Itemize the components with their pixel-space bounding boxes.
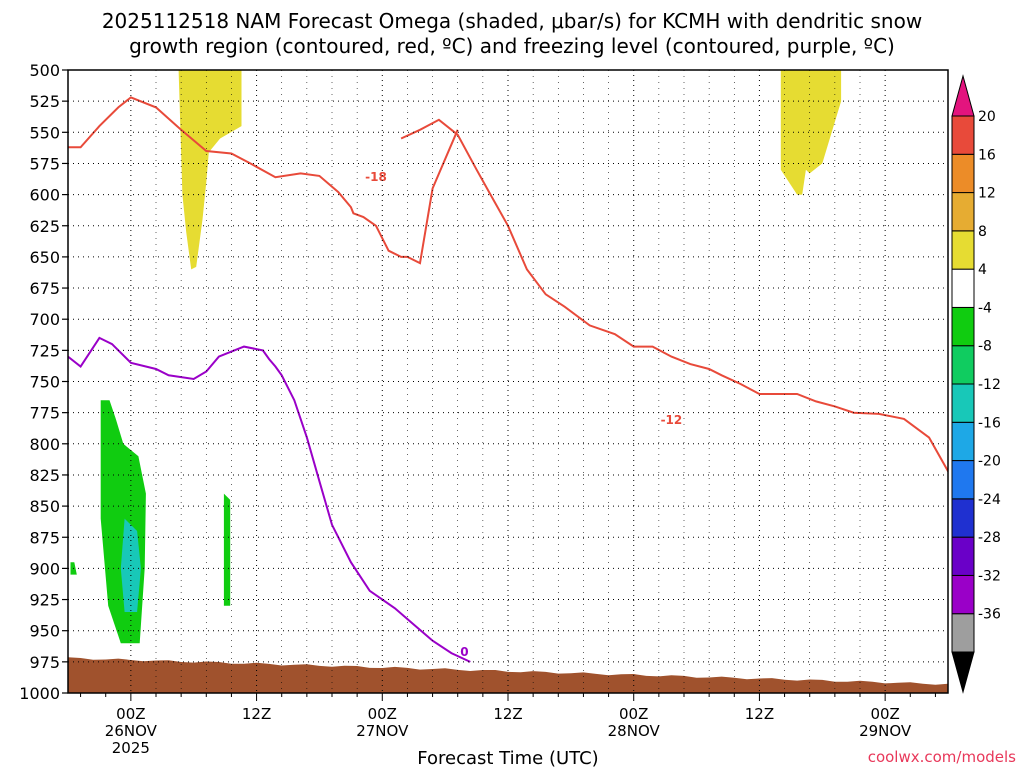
y-tick-label: 575 <box>29 154 60 173</box>
colorbar-label: -24 <box>978 492 1001 508</box>
y-tick-label: 500 <box>29 61 60 80</box>
colorbar-label: -8 <box>978 339 992 355</box>
colorbar-over-arrow <box>951 74 975 117</box>
y-tick-label: 750 <box>29 373 60 392</box>
colorbar-segment-6 <box>951 383 975 423</box>
colorbar-segment-1 <box>951 574 975 615</box>
colorbar-segment-0 <box>951 613 975 653</box>
y-tick-label: 1000 <box>19 684 60 703</box>
x-tick-date: 29NOV <box>859 722 912 740</box>
colorbar-segment-10 <box>951 230 975 270</box>
colorbar-label: -4 <box>978 300 992 316</box>
y-tick-label: 675 <box>29 279 60 298</box>
y-tick-label: 950 <box>29 622 60 641</box>
watermark: coolwx.com/models <box>868 748 1016 766</box>
colorbar-segment-11 <box>951 192 975 232</box>
colorbar-label: -32 <box>978 568 1001 584</box>
dgz-contour-label-bg-1 <box>655 410 688 427</box>
colorbar-segment-5 <box>951 421 975 462</box>
x-tick-label: 12Z <box>745 705 774 723</box>
plot-content: -18 -12 0 <box>68 70 948 693</box>
y-tick-label: 550 <box>29 123 60 142</box>
omega-region-0 <box>178 70 242 270</box>
y-tick-label: 700 <box>29 310 60 329</box>
freezing-level-line <box>68 336 471 663</box>
x-tick-date: 27NOV <box>356 722 409 740</box>
y-tick-label: 875 <box>29 528 60 547</box>
chart-title-line2: growth region (contoured, red, ºC) and f… <box>129 34 895 58</box>
x-tick-label: 00Z <box>870 705 899 723</box>
x-tick-year: 2025 <box>112 739 150 757</box>
chart-title-line1: 2025112518 NAM Forecast Omega (shaded, μ… <box>102 9 922 33</box>
x-tick-label: 12Z <box>242 705 271 723</box>
dgz-contour-1 <box>400 118 948 473</box>
x-tick-label: 00Z <box>619 705 648 723</box>
colorbar-label: -36 <box>978 607 1001 623</box>
colorbar-label: 8 <box>978 224 987 240</box>
colorbar-label: 12 <box>978 186 996 202</box>
colorbar-label: -12 <box>978 377 1001 393</box>
colorbar-segment-4 <box>951 460 975 500</box>
colorbar-segment-13 <box>951 115 975 155</box>
colorbar-label: 20 <box>978 109 996 125</box>
y-tick-label: 725 <box>29 341 60 360</box>
colorbar-segment-3 <box>951 498 975 538</box>
dgz-contour-label-1: -12 <box>661 413 683 427</box>
x-tick-date: 26NOV <box>105 722 158 740</box>
x-tick-label: 12Z <box>493 705 522 723</box>
colorbar-under-arrow <box>951 651 975 694</box>
y-tick-label: 975 <box>29 653 60 672</box>
y-tick-label: 850 <box>29 497 60 516</box>
colorbar-label: -16 <box>978 415 1001 431</box>
dgz-contour-label-0: -18 <box>365 170 387 184</box>
y-tick-label: 925 <box>29 591 60 610</box>
colorbar-segment-9 <box>951 268 975 308</box>
colorbar-label: -20 <box>978 454 1001 470</box>
y-tick-label: 800 <box>29 435 60 454</box>
omega-region-1 <box>780 70 842 195</box>
colorbar-label: -28 <box>978 530 1001 546</box>
y-tick-label: 600 <box>29 186 60 205</box>
dgz-contour-label-bg-0 <box>360 167 392 184</box>
dgz-contour-0 <box>68 96 459 265</box>
x-tick-label: 00Z <box>368 705 397 723</box>
colorbar-label: 4 <box>978 262 987 278</box>
colorbar-segment-12 <box>951 153 975 194</box>
y-tick-label: 525 <box>29 92 60 111</box>
y-tick-label: 825 <box>29 466 60 485</box>
freezing-level-label: 0 <box>460 645 468 659</box>
y-tick-label: 650 <box>29 248 60 267</box>
colorbar-segment-8 <box>951 306 975 347</box>
y-tick-label: 775 <box>29 404 60 423</box>
y-tick-label: 900 <box>29 559 60 578</box>
colorbar-segment-7 <box>951 345 975 385</box>
y-tick-label: 625 <box>29 217 60 236</box>
x-tick-date: 28NOV <box>608 722 661 740</box>
omega-region-5 <box>223 493 231 606</box>
colorbar-segment-2 <box>951 536 975 576</box>
colorbar-label: 16 <box>978 147 996 163</box>
x-tick-label: 00Z <box>116 705 145 723</box>
x-axis-label: Forecast Time (UTC) <box>417 748 598 768</box>
